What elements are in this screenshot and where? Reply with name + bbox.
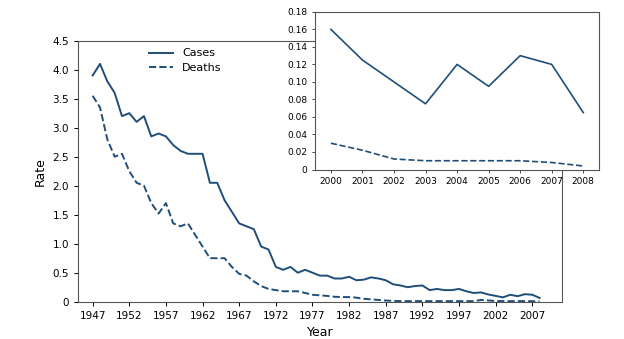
Legend: Cases, Deaths: Cases, Deaths xyxy=(147,46,223,75)
Cases xyxy=(213,181,221,185)
Cases xyxy=(368,275,375,279)
Line: Deaths: Deaths xyxy=(92,96,540,301)
Deaths xyxy=(89,94,96,98)
Deaths xyxy=(177,224,184,228)
Deaths xyxy=(529,299,536,303)
Line: Cases: Cases xyxy=(92,64,540,298)
Cases xyxy=(133,120,140,124)
Deaths xyxy=(536,299,544,303)
Cases xyxy=(536,296,544,300)
X-axis label: Year: Year xyxy=(306,326,333,339)
Cases xyxy=(485,293,492,297)
Cases xyxy=(89,74,96,78)
Cases xyxy=(316,274,324,278)
Y-axis label: Rate: Rate xyxy=(34,157,47,186)
Deaths xyxy=(206,256,213,260)
Cases xyxy=(96,62,104,66)
Deaths xyxy=(125,169,133,173)
Deaths xyxy=(360,297,368,301)
Deaths xyxy=(477,298,485,302)
Cases xyxy=(184,152,192,156)
